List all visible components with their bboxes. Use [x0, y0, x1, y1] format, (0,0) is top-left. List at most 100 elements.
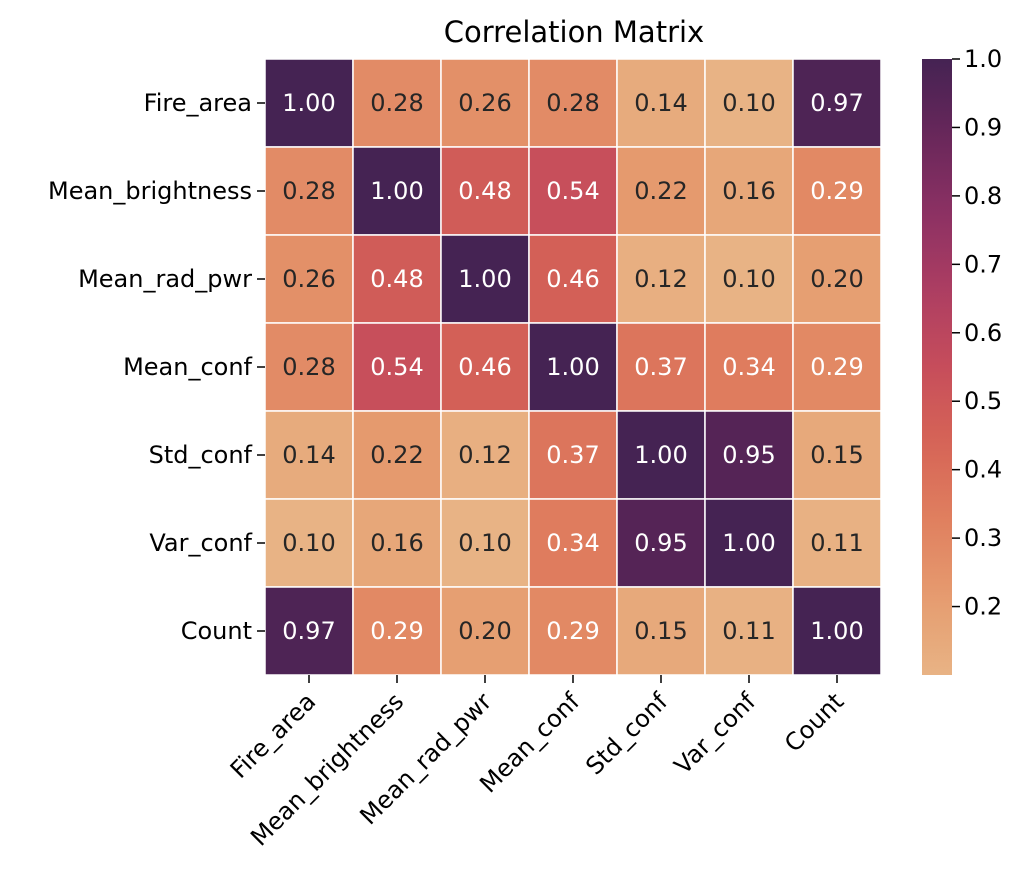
- cell-value-label: 0.54: [546, 177, 599, 205]
- cell-value-label: 0.14: [634, 89, 687, 117]
- cell-value-label: 0.29: [370, 617, 423, 645]
- heatmap-cells: [264, 58, 882, 676]
- x-tick-label: Var_conf: [669, 687, 762, 780]
- colorbar-tick-label: 0.8: [964, 182, 1002, 210]
- cell-value-label: 0.37: [546, 441, 599, 469]
- cell-value-label: 0.48: [458, 177, 511, 205]
- colorbar-tick-label: 0.4: [964, 456, 1002, 484]
- cell-value-label: 0.95: [634, 529, 687, 557]
- heatmap-cell: [528, 498, 618, 588]
- heatmap-cell: [264, 586, 354, 676]
- cell-value-label: 0.16: [722, 177, 775, 205]
- cell-value-label: 0.16: [370, 529, 423, 557]
- heatmap-cell: [792, 322, 882, 412]
- colorbar-tick-label: 1.0: [964, 45, 1002, 73]
- y-tick-label: Mean_rad_pwr: [78, 265, 252, 293]
- cell-value-label: 1.00: [370, 177, 423, 205]
- x-tick-label: Count: [779, 687, 849, 757]
- cell-value-label: 0.28: [546, 89, 599, 117]
- heatmap-cell: [792, 146, 882, 236]
- cell-value-label: 0.54: [370, 353, 423, 381]
- cell-value-label: 1.00: [282, 89, 335, 117]
- heatmap-cell: [440, 586, 530, 676]
- cell-value-label: 0.20: [810, 265, 863, 293]
- heatmap-cell: [704, 234, 794, 324]
- heatmap-cell: [792, 234, 882, 324]
- cell-value-label: 1.00: [722, 529, 775, 557]
- cell-value-label: 0.26: [282, 265, 335, 293]
- colorbar-tick-label: 0.3: [964, 524, 1002, 552]
- cell-value-label: 0.28: [282, 353, 335, 381]
- cell-value-label: 0.14: [282, 441, 335, 469]
- colorbar-tick-label: 0.9: [964, 113, 1002, 141]
- y-tick-label: Mean_brightness: [48, 177, 252, 205]
- heatmap-cell: [528, 234, 618, 324]
- cell-value-label: 1.00: [810, 617, 863, 645]
- cell-value-label: 1.00: [634, 441, 687, 469]
- y-tick-label: Mean_conf: [123, 353, 252, 381]
- cell-value-label: 0.22: [634, 177, 687, 205]
- cell-value-label: 1.00: [458, 265, 511, 293]
- y-tick-label: Count: [181, 617, 252, 645]
- colorbar-tick-label: 0.5: [964, 387, 1002, 415]
- heatmap-cell: [264, 410, 354, 500]
- y-tick-label: Std_conf: [149, 441, 253, 469]
- cell-annotations: 1.00 0.28 0.26 0.28 0.14 0.10 0.97 0.28 1.00 0.48…: [282, 89, 863, 645]
- heatmap-cell: [352, 58, 442, 148]
- cell-value-label: 1.00: [546, 353, 599, 381]
- cell-value-label: 0.46: [458, 353, 511, 381]
- cell-value-label: 0.48: [370, 265, 423, 293]
- heatmap-cell: [792, 586, 882, 676]
- cell-value-label: 0.95: [722, 441, 775, 469]
- heatmap-cell: [264, 322, 354, 412]
- heatmap-cell: [704, 58, 794, 148]
- cell-value-label: 0.46: [546, 265, 599, 293]
- cell-value-label: 0.11: [722, 617, 775, 645]
- colorbar-tick-label: 0.2: [964, 593, 1002, 621]
- cell-value-label: 0.10: [282, 529, 335, 557]
- heatmap-cell: [704, 322, 794, 412]
- cell-value-label: 0.97: [810, 89, 863, 117]
- colorbar-tick-label: 0.7: [964, 250, 1002, 278]
- x-tick-label: Std_conf: [580, 687, 673, 780]
- y-axis: Fire_area Mean_brightness Mean_rad_pwr Mean…: [48, 89, 265, 645]
- heatmap-cell: [616, 146, 706, 236]
- cell-value-label: 0.15: [634, 617, 687, 645]
- cell-value-label: 0.34: [546, 529, 599, 557]
- cell-value-label: 0.29: [810, 353, 863, 381]
- cell-value-label: 0.10: [722, 89, 775, 117]
- cell-value-label: 0.97: [282, 617, 335, 645]
- cell-value-label: 0.29: [810, 177, 863, 205]
- cell-value-label: 0.15: [810, 441, 863, 469]
- cell-value-label: 0.10: [722, 265, 775, 293]
- cell-value-label: 0.28: [370, 89, 423, 117]
- heatmap-cell: [616, 234, 706, 324]
- heatmap-cell: [616, 498, 706, 588]
- heatmap-cell: [440, 146, 530, 236]
- heatmap-cell: [264, 498, 354, 588]
- cell-value-label: 0.11: [810, 529, 863, 557]
- heatmap-cell: [528, 586, 618, 676]
- heatmap-cell: [352, 322, 442, 412]
- heatmap-cell: [440, 234, 530, 324]
- cell-value-label: 0.12: [634, 265, 687, 293]
- cell-value-label: 0.22: [370, 441, 423, 469]
- heatmap-cell: [440, 410, 530, 500]
- heatmap-cell: [528, 322, 618, 412]
- x-axis: Fire_areaMean_brightnessMean_rad_pwrMean…: [225, 675, 849, 851]
- cell-value-label: 0.10: [458, 529, 511, 557]
- heatmap-cell: [264, 58, 354, 148]
- cell-value-label: 0.20: [458, 617, 511, 645]
- heatmap-cell: [352, 498, 442, 588]
- cell-value-label: 0.37: [634, 353, 687, 381]
- y-tick-label: Fire_area: [144, 89, 252, 117]
- heatmap-cell: [704, 586, 794, 676]
- chart-title: Correlation Matrix: [444, 15, 704, 49]
- y-tick-label: Var_conf: [149, 529, 252, 557]
- cell-value-label: 0.12: [458, 441, 511, 469]
- heatmap-cell: [352, 234, 442, 324]
- colorbar: 0.2 0.3 0.4 0.5 0.6 0.7 0.8 0.9 1.0: [922, 45, 1002, 675]
- heatmap-cell: [616, 586, 706, 676]
- colorbar-tick-label: 0.6: [964, 319, 1002, 347]
